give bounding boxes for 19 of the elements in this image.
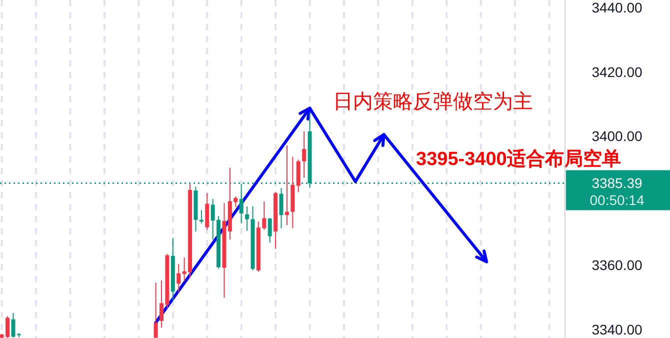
annotation: 日内策略反弹做空为主 [333, 90, 533, 113]
candlestick [302, 130, 306, 178]
y-tick-label: 3440.00 [592, 0, 643, 16]
candlestick [268, 217, 272, 244]
y-tick-label: 3420.00 [592, 64, 643, 80]
y-tick-label: 3340.00 [592, 321, 643, 338]
candlestick [154, 282, 158, 338]
candlestick [284, 145, 289, 226]
candlestick [279, 187, 284, 229]
candlestick [176, 263, 181, 293]
candlestick [245, 206, 250, 232]
candlestick [239, 184, 244, 224]
y-tick-label: 3360.00 [592, 256, 643, 273]
candlestick [205, 192, 210, 230]
y-tick-label: 3400.00 [592, 128, 643, 144]
text: 00:50:14 [590, 192, 644, 208]
candlestick [199, 210, 204, 224]
annotation: 3395-3400适合布局空单 [416, 148, 621, 170]
ref-line-label: 3385.39 [592, 175, 643, 192]
